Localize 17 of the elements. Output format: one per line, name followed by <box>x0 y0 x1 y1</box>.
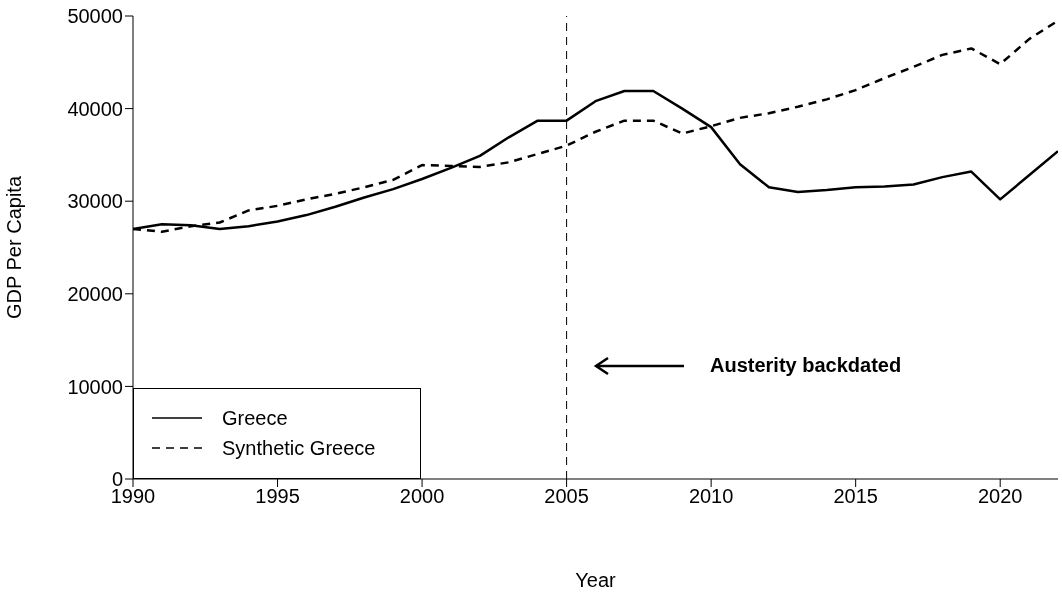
legend-label: Greece <box>222 406 288 430</box>
x-axis-title: Year <box>575 569 617 591</box>
y-tick-label: 50000 <box>67 5 123 28</box>
x-tick-label: 1990 <box>110 485 156 508</box>
x-tick-label: 2005 <box>544 485 589 508</box>
y-axis-title: GDP Per Capita <box>3 175 26 320</box>
x-tick-label: 2000 <box>399 485 445 508</box>
x-tick-label: 2015 <box>833 485 878 508</box>
x-tick-label: 2020 <box>977 485 1023 508</box>
y-tick-label: 40000 <box>67 97 123 120</box>
legend-label: Synthetic Greece <box>222 436 376 460</box>
x-tick-label: 2010 <box>688 485 734 508</box>
y-tick-label: 30000 <box>67 190 123 213</box>
x-tick-label: 1995 <box>255 485 300 508</box>
y-tick-label: 10000 <box>67 375 123 398</box>
y-tick-label: 20000 <box>67 282 123 305</box>
annotation: Austerity backdated <box>710 354 902 377</box>
